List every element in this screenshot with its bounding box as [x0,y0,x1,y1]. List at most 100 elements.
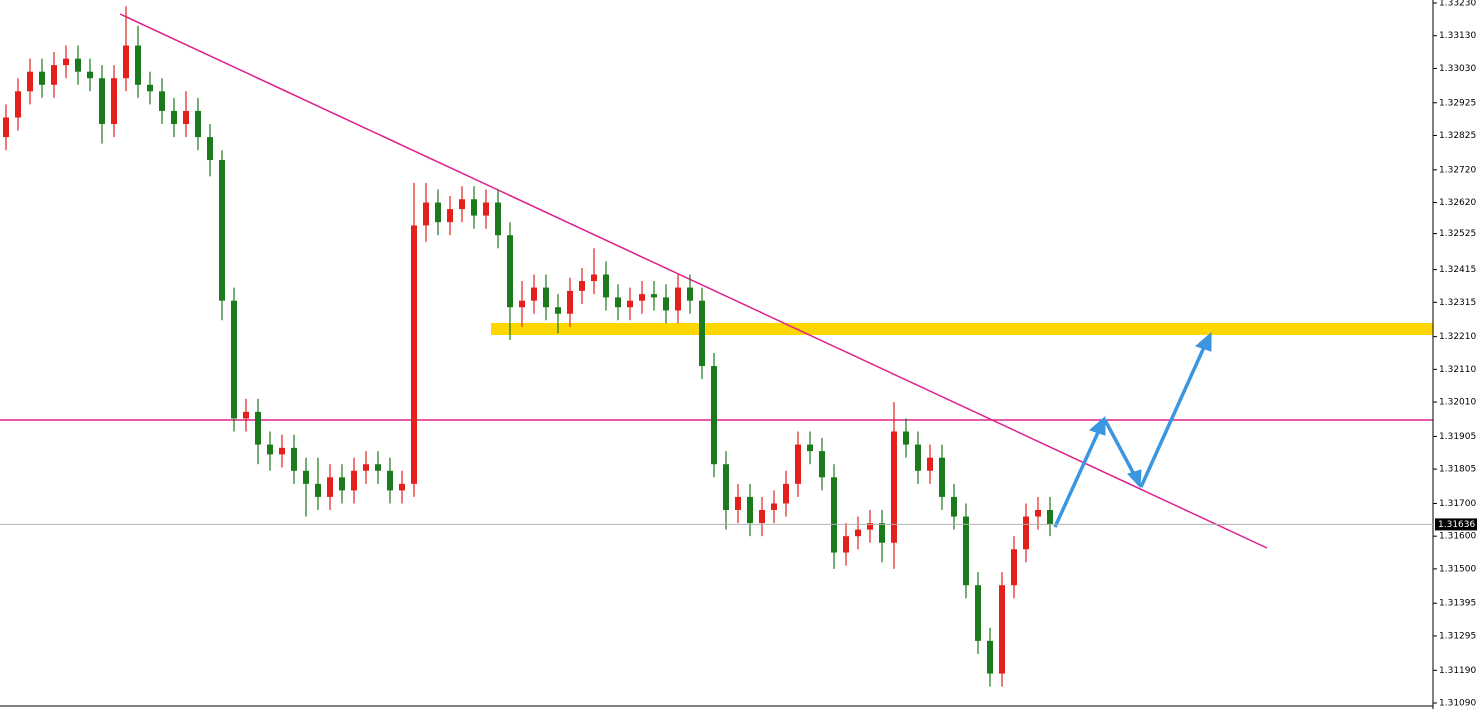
y-tick-label: 1.31600 [1439,532,1476,542]
y-tick-label: 1.32525 [1439,229,1476,239]
candle-body [447,209,453,223]
y-tick-label: 1.31500 [1439,564,1476,574]
candle-body [3,117,9,138]
candle-body [327,477,333,497]
candle-body [699,300,705,367]
resistance-zone [491,323,1433,335]
candle-body [303,470,309,484]
y-tick-label: 1.33130 [1439,31,1476,41]
candle-body [363,464,369,471]
y-tick-label: 1.32210 [1439,332,1476,342]
y-tick-label: 1.32110 [1439,365,1476,375]
y-tick-label: 1.32720 [1439,165,1476,175]
candle-body [783,483,789,504]
candle-body [183,110,189,125]
candle-body [687,287,693,301]
candle-body [483,202,489,216]
candle-body [879,523,885,543]
candle-body [1011,549,1017,586]
candle-body [291,447,297,471]
candle-body [651,294,657,298]
candle-body [243,411,249,419]
candle-body [387,470,393,491]
candle-body [903,431,909,445]
candle-body [543,287,549,308]
y-tick-label: 1.31190 [1439,666,1476,676]
candle-body [111,78,117,125]
candle-body [843,536,849,553]
candle-body [999,585,1005,674]
candle-body [1023,516,1029,550]
candle-body [63,58,69,66]
candle-body [99,78,105,125]
candle-body [735,496,741,511]
y-tick-label: 1.31805 [1439,465,1476,475]
candle-body [147,84,153,92]
candle-body [39,71,45,85]
candle-body [159,91,165,111]
candles [3,6,1053,687]
candle-body [411,225,417,484]
candle-body [459,199,465,210]
candle-body [135,45,141,85]
y-tick-label: 1.31700 [1439,499,1476,509]
y-tick-label: 1.32315 [1439,298,1476,308]
candle-body [375,464,381,471]
y-tick-label: 1.32010 [1439,398,1476,408]
candle-body [579,281,585,291]
candle-body [795,444,801,484]
arrow-shaft [1139,344,1207,488]
candle-body [1047,510,1053,525]
candle-body [267,444,273,455]
candle-body [555,307,561,314]
candle-body [627,300,633,308]
candle-body [603,274,609,298]
candle-body [87,71,93,79]
candle-body [867,523,873,530]
candle-body [759,510,765,524]
candle-body [255,411,261,445]
candle-body [75,58,81,72]
candle-body [195,110,201,138]
candle-body [495,202,501,236]
candle-body [123,45,129,79]
candle-body [399,483,405,491]
candle-body [771,503,777,511]
y-tick-label: 1.32825 [1439,131,1476,141]
candle-body [891,431,897,543]
trend-line [119,13,1268,549]
y-tick-label: 1.32620 [1439,198,1476,208]
candle-body [423,202,429,226]
last-price-label: 1.31636 [1438,520,1475,530]
candle-body [675,287,681,311]
y-tick-label: 1.31395 [1439,599,1476,609]
candle-body [15,91,21,118]
arrow-shaft [1053,427,1102,528]
candle-body [855,529,861,537]
candle-body [471,199,477,216]
candle-body [987,640,993,674]
candle-body [507,235,513,308]
y-tick-label: 1.31905 [1439,432,1476,442]
candle-body [807,444,813,452]
candle-body [975,585,981,641]
arrow-head [1195,331,1212,352]
candle-body [339,477,345,491]
candle-body [915,444,921,471]
candle-body [171,110,177,125]
y-tick-label: 1.33030 [1439,64,1476,74]
candle-body [831,477,837,553]
y-tick-label: 1.33230 [1439,0,1476,9]
candle-body [351,470,357,491]
candle-body [819,451,825,478]
arrow-head [1089,415,1106,436]
candle-body [315,483,321,497]
candle-body [963,516,969,586]
candle-body [927,457,933,471]
candle-body [531,287,537,301]
candle-body [711,366,717,465]
y-tick-label: 1.32415 [1439,265,1476,275]
candle-body [231,300,237,419]
